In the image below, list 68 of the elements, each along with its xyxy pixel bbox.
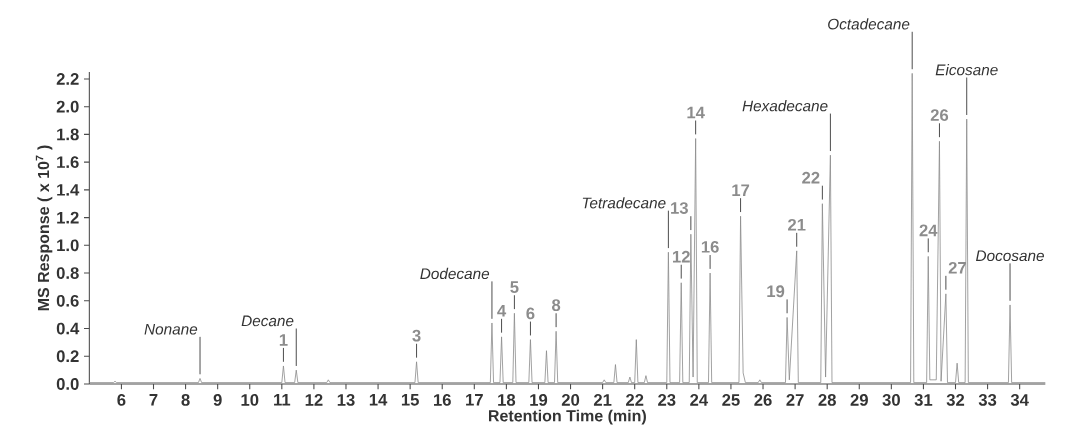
y-tick-label: 1.0 [57,239,79,252]
x-tick-label: 12 [305,394,323,406]
x-tick-label: 29 [850,394,868,407]
annotation: 5 [510,281,519,294]
x-tick-label: 6 [117,394,126,407]
y-tick-label: 1.2 [57,211,79,224]
annotation: 12 [673,251,690,263]
annotation: 21 [788,219,806,231]
annotation: Tetradecane [582,197,666,209]
annotation: 1 [279,334,288,346]
annotation: 13 [671,202,688,215]
y-tick-label: 2.2 [56,73,79,85]
annotation: 3 [412,329,421,342]
x-tick-label: 22 [626,394,644,406]
x-tick-label: 31 [914,394,933,407]
x-tick-label: 23 [658,394,676,407]
x-tick-label: 9 [213,394,222,407]
annotation: 26 [930,109,949,122]
annotation: 22 [802,171,820,184]
annotation: Eicosane [935,64,998,76]
annotation: 6 [526,307,535,320]
annotation: 14 [687,106,705,119]
y-tick-label: 1.4 [57,184,80,196]
annotation: Decane [241,315,294,327]
x-tick-label: 27 [786,394,804,406]
y-tick-label: 0.0 [56,378,79,391]
y-tick-label: 0.6 [56,295,79,307]
annotation: 16 [701,241,719,253]
y-tick-label: 0.2 [56,350,79,363]
annotation: 4 [497,305,507,317]
annotation: 27 [948,262,966,274]
x-tick-label: 7 [149,394,158,406]
annotation: 8 [552,299,561,312]
x-tick-label: 19 [530,394,548,407]
y-tick-label: 2.0 [56,100,79,113]
x-tick-label: 10 [241,394,259,407]
y-tick-label: 1.6 [57,156,79,169]
annotation: 19 [767,285,785,298]
x-tick-label: 8 [181,394,190,407]
x-tick-label: 25 [722,394,740,407]
annotation: Dodecane [420,268,490,280]
y-tick-label: 1.8 [57,128,79,141]
x-tick-label: 30 [882,394,900,407]
x-tick-label: 34 [1010,394,1029,407]
x-tick-label: 20 [561,394,580,407]
x-tick-label: 16 [434,394,451,407]
annotation: 17 [732,184,750,197]
x-tick-label: 11 [274,394,291,406]
x-tick-label: 24 [690,394,709,406]
x-tick-label: 13 [337,394,355,407]
x-tick-label: 21 [593,394,612,406]
y-axis-title: MS Response ( x 10$^{7}$ ) [35,145,53,311]
y-tick-label: 0.4 [56,322,80,335]
x-axis-title: Retention Time (min) [488,409,646,425]
y-tick-label: 0.8 [56,267,79,280]
annotation: Nonane [144,324,198,335]
x-tick-label: 14 [369,394,388,406]
x-tick-label: 17 [466,394,483,406]
annotation: Hexadecane [742,100,828,112]
x-tick-label: 33 [978,394,997,407]
x-tick-label: 32 [946,394,965,407]
annotation: Docosane [976,250,1044,262]
annotation: 24 [919,224,938,237]
x-tick-label: 15 [401,394,419,406]
x-tick-label: 26 [754,394,772,407]
x-tick-label: 28 [818,394,836,407]
x-tick-label: 18 [498,394,516,407]
annotation: Octadecane [828,18,910,30]
